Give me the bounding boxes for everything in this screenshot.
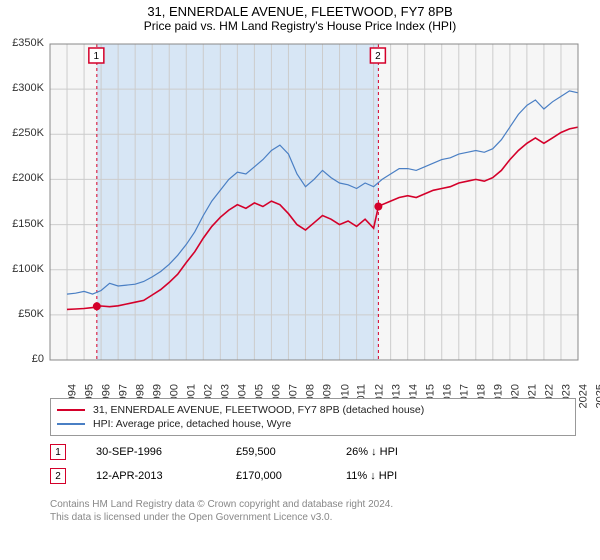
legend-item: 31, ENNERDALE AVENUE, FLEETWOOD, FY7 8PB… (57, 403, 569, 417)
y-tick-label: £0 (0, 353, 44, 365)
transaction-price: £170,000 (236, 470, 346, 482)
svg-text:1: 1 (94, 51, 100, 62)
transaction-date: 30-SEP-1996 (96, 446, 236, 458)
transactions-box: 1 30-SEP-1996£59,50026% ↓ HPI 2 12-APR-2013… (50, 440, 578, 488)
chart-container: { "title": "31, ENNERDALE AVENUE, FLEETW… (0, 0, 600, 560)
legend-box: 31, ENNERDALE AVENUE, FLEETWOOD, FY7 8PB… (50, 398, 576, 436)
footer-line: Contains HM Land Registry data © Crown c… (50, 498, 578, 511)
y-tick-label: £200K (0, 172, 44, 184)
legend-label: HPI: Average price, detached house, Wyre (93, 418, 291, 430)
transaction-row: 1 30-SEP-1996£59,50026% ↓ HPI (50, 440, 578, 464)
y-tick-label: £250K (0, 127, 44, 139)
legend-swatch (57, 409, 85, 411)
transaction-delta: 11% ↓ HPI (346, 470, 397, 482)
y-tick-label: £300K (0, 82, 44, 94)
svg-text:2: 2 (375, 51, 381, 62)
transaction-marker-dot (374, 203, 382, 211)
x-tick-label: 2025 (594, 384, 600, 408)
transaction-delta: 26% ↓ HPI (346, 446, 398, 458)
x-tick-label: 2024 (577, 384, 589, 408)
transaction-marker-box: 1 (50, 444, 66, 460)
footer-line: This data is licensed under the Open Gov… (50, 511, 578, 524)
legend-swatch (57, 423, 85, 425)
legend-label: 31, ENNERDALE AVENUE, FLEETWOOD, FY7 8PB… (93, 404, 424, 416)
transaction-marker-box: 2 (50, 468, 66, 484)
legend-item: HPI: Average price, detached house, Wyre (57, 417, 569, 431)
y-tick-label: £350K (0, 37, 44, 49)
footer-attribution: Contains HM Land Registry data © Crown c… (50, 498, 578, 524)
transaction-date: 12-APR-2013 (96, 470, 236, 482)
transaction-price: £59,500 (236, 446, 346, 458)
y-tick-label: £150K (0, 218, 44, 230)
chart-plot: 12 (0, 0, 600, 362)
transaction-row: 2 12-APR-2013£170,00011% ↓ HPI (50, 464, 578, 488)
y-tick-label: £100K (0, 263, 44, 275)
y-tick-label: £50K (0, 308, 44, 320)
transaction-marker-dot (93, 302, 101, 310)
